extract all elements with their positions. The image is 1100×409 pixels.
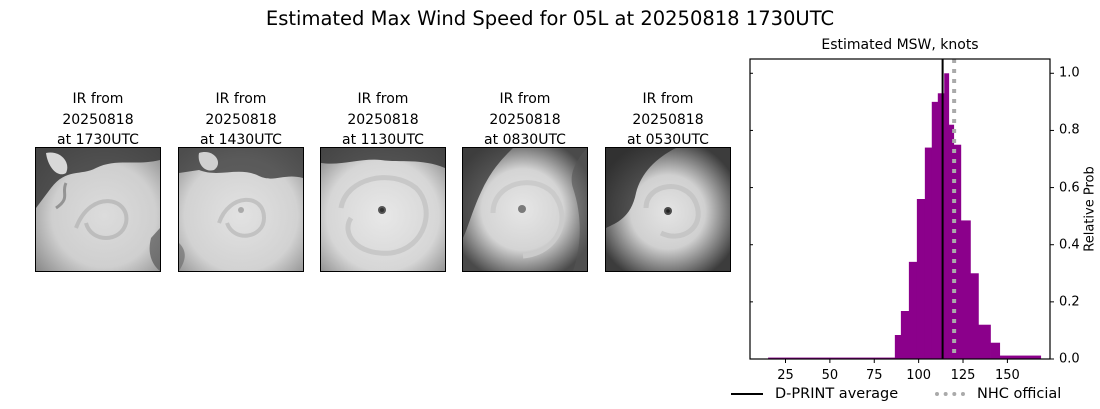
- histogram-bar: [990, 342, 1001, 359]
- histogram-bar: [953, 144, 962, 359]
- x-tick-label: 125: [950, 368, 976, 383]
- ir-panel-title: IR from 20250818 at 0530UTC: [627, 91, 709, 148]
- ir-satellite-image: [320, 147, 446, 272]
- histogram-bar: [948, 124, 955, 359]
- ir-panel-title: IR from 20250818 at 1130UTC: [342, 91, 424, 148]
- histogram-bar: [768, 357, 896, 359]
- histogram-bar: [908, 261, 918, 359]
- legend-label: D-PRINT average: [775, 386, 899, 402]
- y-tick-label: 0.0: [1059, 351, 1080, 367]
- ir-panel-4: IR from 20250818 at 0830UTC: [462, 89, 588, 272]
- histogram-bar: [999, 355, 1042, 359]
- legend-nhc: NHC official: [935, 386, 1061, 402]
- ir-satellite-image: [462, 147, 588, 272]
- histogram-bar: [978, 324, 991, 359]
- histogram-bar: [924, 147, 933, 359]
- ir-panel-2: IR from 20250818 at 1430UTC: [178, 89, 304, 272]
- histogram-bar: [916, 199, 926, 359]
- chart-title: Estimated MSW, knots: [821, 37, 979, 53]
- y-tick-label: 0.4: [1059, 237, 1080, 253]
- y-axis-label: Relative Prob: [1082, 166, 1098, 252]
- y-tick-label: 1.0: [1059, 65, 1080, 81]
- y-tick-label: 0.2: [1059, 294, 1080, 310]
- ir-panel-title: IR from 20250818 at 0830UTC: [484, 91, 566, 148]
- ir-satellite-image: [178, 147, 304, 272]
- histogram-bar: [944, 73, 950, 360]
- ir-panel-1: IR from 20250818 at 1730UTC: [35, 89, 161, 272]
- histogram-bar: [931, 101, 939, 359]
- x-tick-label: 50: [821, 368, 839, 383]
- ir-panel-3: IR from 20250818 at 1130UTC: [320, 89, 446, 272]
- histogram-bar: [960, 220, 971, 359]
- x-tick-label: 100: [906, 368, 932, 383]
- x-tick-label: 25: [777, 368, 794, 383]
- figure-title: Estimated Max Wind Speed for 05L at 2025…: [265, 7, 835, 30]
- histogram-bar: [900, 311, 910, 359]
- histogram-plot-area: [749, 58, 1054, 363]
- y-tick-label: 0.6: [1059, 180, 1080, 196]
- histogram-bar: [937, 93, 945, 360]
- ir-satellite-image: [605, 147, 731, 272]
- plot-frame: [749, 58, 1051, 360]
- histogram-bar: [970, 273, 979, 359]
- solid-line-swatch-icon: [731, 393, 763, 395]
- ir-panel-title: IR from 20250818 at 1730UTC: [57, 91, 139, 148]
- dotted-line-swatch-icon: [935, 392, 965, 396]
- x-tick-label: 150: [994, 368, 1020, 383]
- x-tick-label: 75: [865, 368, 883, 383]
- histogram-bar: [894, 335, 902, 359]
- ir-satellite-image: [35, 147, 161, 272]
- legend-label: NHC official: [977, 386, 1062, 402]
- msw-histogram: [749, 58, 1054, 363]
- ir-panel-title: IR from 20250818 at 1430UTC: [200, 91, 282, 148]
- legend-dprint: D-PRINT average: [731, 386, 898, 402]
- ir-panel-5: IR from 20250818 at 0530UTC: [605, 89, 731, 272]
- y-tick-label: 0.8: [1059, 122, 1080, 138]
